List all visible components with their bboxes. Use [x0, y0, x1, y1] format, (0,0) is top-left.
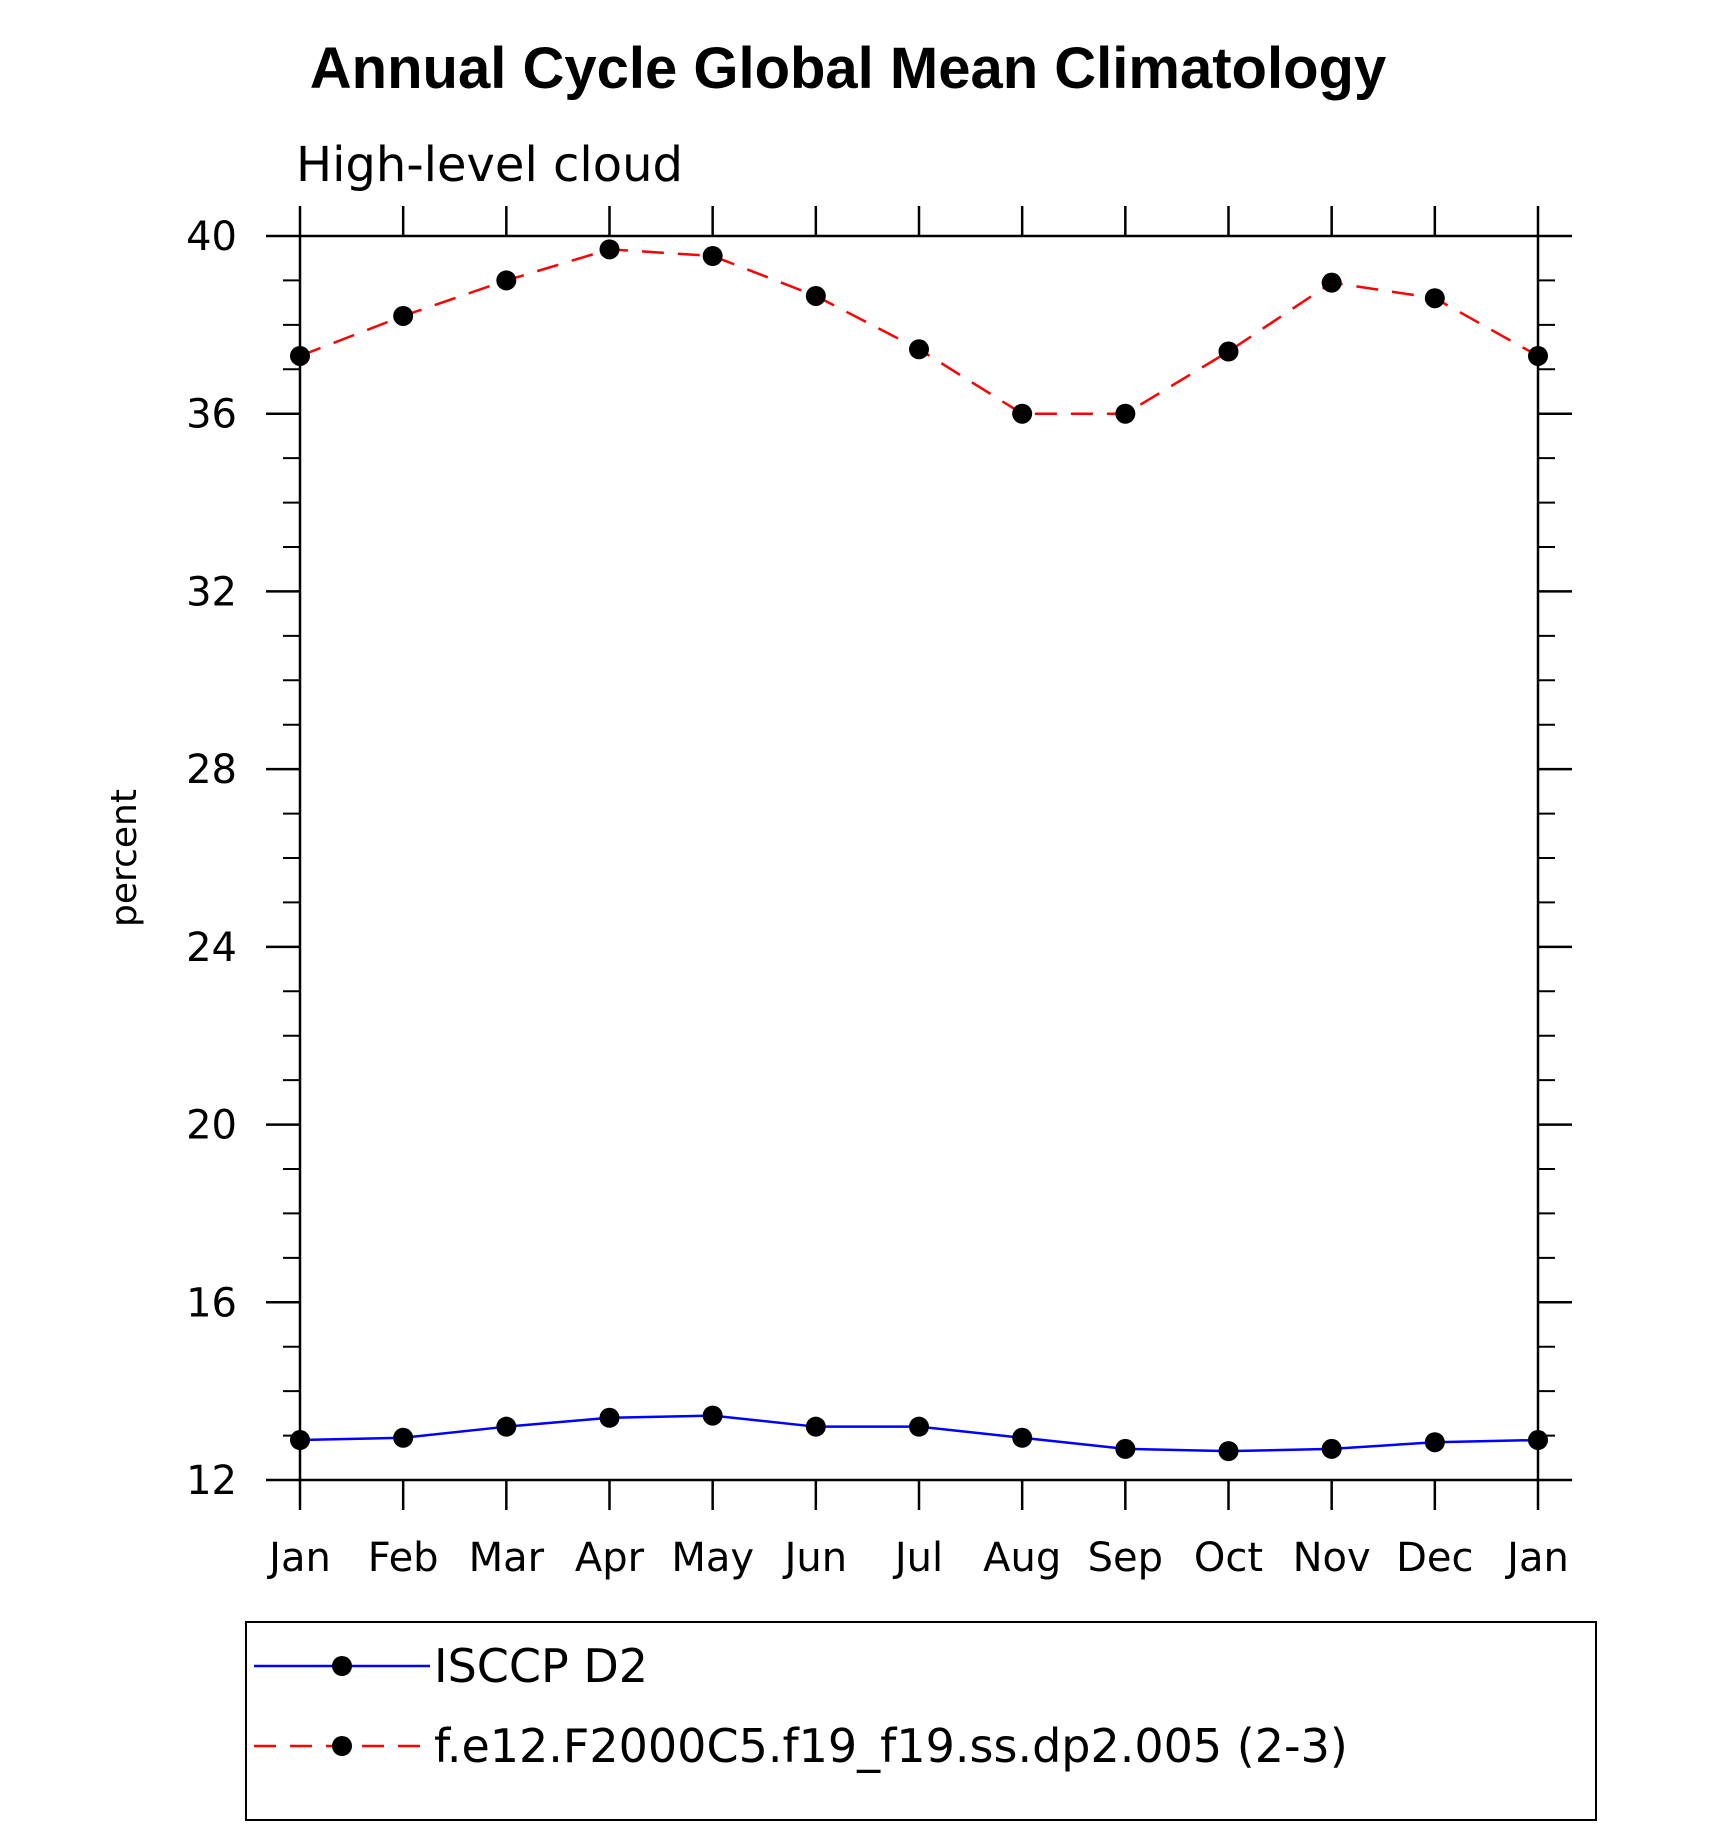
series-1-point — [1012, 1427, 1033, 1448]
legend-box — [245, 1621, 1597, 1821]
series-1-point — [1424, 1432, 1445, 1453]
y-tick-label: 28 — [186, 747, 237, 793]
x-tick-label: May — [671, 1535, 754, 1581]
y-tick-label: 24 — [186, 925, 237, 971]
axis-tick-labels: 12 16 20 24 28 32 36 40 Jan Feb Mar Apr May Jun Jul Aug… — [186, 214, 1569, 1581]
series-1-point — [1218, 1441, 1239, 1462]
x-tick-label: Apr — [575, 1535, 645, 1581]
series-layer — [290, 239, 1548, 1462]
x-tick-label: Feb — [368, 1535, 439, 1581]
chart-title: Annual Cycle Global Mean Climatology — [310, 36, 1386, 101]
y-tick-label: 16 — [186, 1280, 237, 1326]
series-2-point — [805, 285, 826, 306]
series-2-point — [496, 270, 517, 291]
x-tick-label: Oct — [1194, 1535, 1263, 1581]
series-1-point — [290, 1430, 310, 1451]
x-tick-label: Aug — [983, 1535, 1061, 1581]
plot-frame — [298, 234, 1540, 1482]
x-tick-label: Jul — [892, 1535, 943, 1581]
series-1-point — [805, 1416, 826, 1437]
series-1-point — [702, 1405, 723, 1426]
series-1-point — [393, 1427, 414, 1448]
y-tick-label: 12 — [186, 1458, 237, 1504]
x-tick-label: Sep — [1088, 1535, 1163, 1581]
series-2-point — [1424, 288, 1445, 309]
y-tick-label: 20 — [186, 1103, 237, 1149]
x-tick-label: Jun — [782, 1535, 848, 1581]
series-2-point — [1218, 341, 1239, 362]
y-tick-label: 40 — [186, 214, 237, 260]
legend: ISCCP D2 f.e12.F2000C5.f19_f19.ss.dp2.005… — [254, 1639, 1348, 1773]
series-1-point — [496, 1416, 517, 1437]
series-2-point — [1012, 403, 1033, 424]
series-2-point — [290, 345, 310, 366]
series-2-point — [393, 305, 414, 326]
x-tick-label: Jan — [1504, 1535, 1569, 1581]
x-tick-label: Mar — [469, 1535, 545, 1581]
series-2-point — [909, 339, 929, 360]
series-2-point — [1528, 345, 1548, 366]
legend-label-1: ISCCP D2 — [434, 1639, 648, 1693]
series-2-point — [1115, 403, 1136, 424]
y-tick-label: 36 — [186, 392, 237, 438]
series-line-2 — [299, 248, 1539, 415]
y-axis-label: percent — [104, 789, 145, 927]
series-2-point — [599, 239, 620, 260]
axis-ticks — [266, 206, 1572, 1510]
series-1-point — [1528, 1430, 1548, 1451]
legend-marker-2 — [332, 1736, 352, 1756]
series-2-point — [1321, 272, 1342, 293]
y-tick-label: 32 — [186, 569, 237, 615]
chart-subtitle: High-level cloud — [296, 137, 683, 193]
x-tick-label: Nov — [1293, 1535, 1371, 1581]
x-tick-label: Dec — [1396, 1535, 1473, 1581]
series-1-point — [599, 1407, 620, 1428]
series-2-point — [702, 245, 723, 266]
legend-marker-1 — [332, 1656, 352, 1676]
series-1-point — [909, 1416, 929, 1437]
x-tick-label: Jan — [266, 1535, 331, 1581]
series-1-point — [1115, 1438, 1136, 1459]
series-1-point — [1321, 1438, 1342, 1459]
legend-label-2: f.e12.F2000C5.f19_f19.ss.dp2.005 (2-3) — [434, 1719, 1348, 1773]
